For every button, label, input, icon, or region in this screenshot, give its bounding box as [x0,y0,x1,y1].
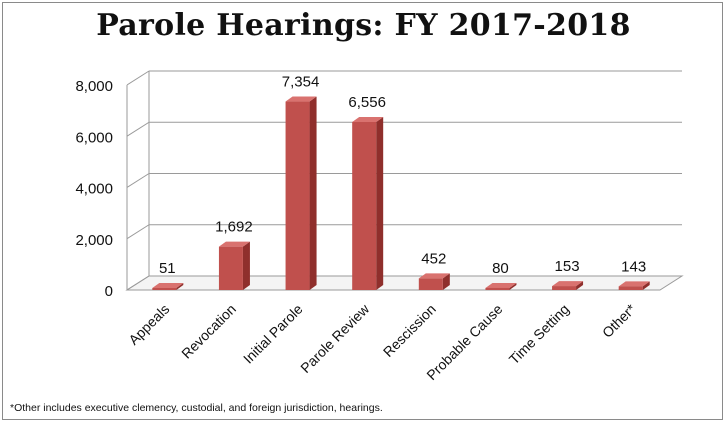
x-tick-label: Appeals [125,301,172,348]
bar-side [509,282,517,290]
y-axis-tick-labels: 0 2,000 4,000 6,000 8,000 [75,78,113,300]
gridline-side [126,173,150,188]
data-label: 51 [159,260,176,277]
x-tick-label: Revocation [178,301,239,362]
bar [618,286,643,290]
bar [152,288,177,290]
bar [285,101,310,291]
data-label: 153 [555,258,580,275]
bar [485,287,510,290]
bar-top [485,282,517,288]
x-tick-label: Time Setting [506,301,573,368]
data-labels: 51 1,692 7,354 6,556 452 80 153 143 [159,74,646,277]
bar [552,286,577,290]
bars [152,96,650,291]
data-label: 452 [421,250,446,267]
data-label: 6,556 [348,94,386,111]
data-label: 1,692 [215,219,253,236]
bar [418,278,443,290]
bar-side [642,281,650,290]
chart-walls [125,71,684,291]
gridline-side [126,121,150,137]
data-label: 80 [492,260,509,277]
bar-top [552,281,584,287]
data-label: 143 [621,258,646,275]
y-tick-label: 8,000 [75,78,113,95]
bar-top [152,283,184,288]
bar-side [576,281,584,290]
bar-top [285,96,317,102]
y-tick-label: 6,000 [75,129,113,146]
gridline-side [126,70,150,86]
bar-side [309,96,317,291]
bar-side [176,283,184,290]
y-tick-label: 0 [105,283,113,300]
x-tick-label: Parole Review [297,300,373,376]
chart-floor [125,275,684,291]
x-tick-label: Rescission [380,301,439,360]
gridline-side [126,275,150,291]
bar [352,122,377,290]
x-tick-label: Initial Parole [240,301,306,367]
y-tick-label: 2,000 [75,232,113,249]
footnote: *Other includes executive clemency, cust… [10,402,383,414]
bar-top [218,241,250,247]
bar-side [376,117,384,290]
bar-top [618,281,650,287]
bar [218,246,243,290]
y-tick-label: 4,000 [75,181,113,198]
bar-top [418,273,450,279]
bar-side [242,241,250,290]
bar-top [352,117,384,123]
x-tick-label: Other* [599,300,639,340]
gridline-side [126,224,150,240]
chart-title: Parole Hearings: FY 2017-2018 [96,8,631,43]
gridlines [126,70,682,291]
bar-side [442,273,450,290]
data-label: 7,354 [282,74,320,91]
